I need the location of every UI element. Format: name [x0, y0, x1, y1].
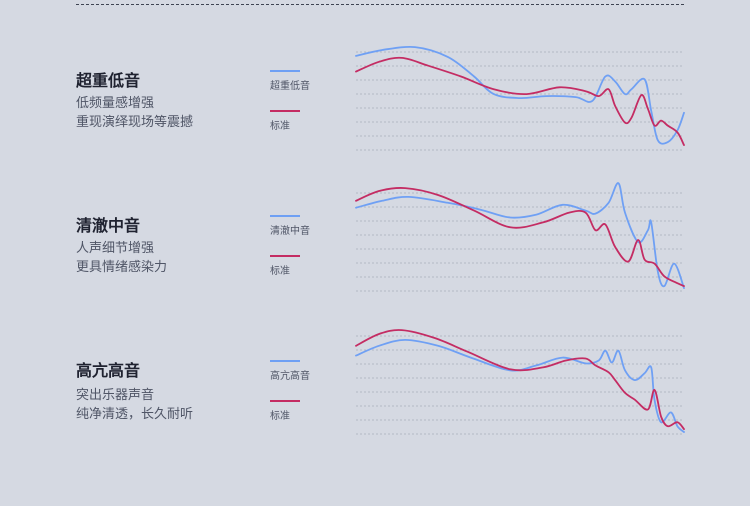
frequency-response-chart — [355, 182, 685, 292]
section-bass: 超重低音 低频量感增强 重现演绎现场等震撼 超重低音 标准 — [0, 40, 750, 180]
section-desc-line-2: 更具情绪感染力 — [76, 260, 168, 275]
section-title: 清澈中音 — [76, 216, 141, 235]
legend-standard-label: 标准 — [270, 411, 290, 422]
legend-standard: 标准 — [270, 400, 350, 422]
legend-standard: 标准 — [270, 110, 350, 132]
legend-enhanced-label: 超重低音 — [270, 81, 310, 92]
standard-curve — [355, 56, 685, 146]
section-desc-line-2: 重现演绎现场等震撼 — [76, 115, 194, 130]
legend-standard-label: 标准 — [270, 121, 290, 132]
frequency-response-chart — [355, 329, 685, 435]
legend-enhanced: 超重低音 — [270, 70, 350, 92]
section-desc-line-1: 低频量感增强 — [76, 96, 155, 111]
legend-enhanced-swatch — [270, 70, 300, 72]
legend-standard-swatch — [270, 400, 300, 402]
legend-enhanced-label: 清澈中音 — [270, 226, 310, 237]
legend-enhanced-label: 高亢高音 — [270, 371, 310, 382]
section-title: 高亢高音 — [76, 361, 141, 380]
section-title: 超重低音 — [76, 71, 141, 90]
section-treble: 高亢高音 突出乐器声音 纯净清透，长久耐听 高亢高音 标准 — [0, 329, 750, 470]
legend-standard-label: 标准 — [270, 266, 290, 277]
top-dashed-divider — [76, 4, 684, 5]
legend-enhanced: 高亢高音 — [270, 360, 350, 382]
legend-enhanced: 清澈中音 — [270, 215, 350, 237]
standard-curve — [355, 187, 685, 287]
legend-standard: 标准 — [270, 255, 350, 277]
legend-standard-swatch — [270, 255, 300, 257]
enhanced-curve — [355, 45, 685, 145]
standard-curve — [355, 329, 685, 430]
legend-enhanced-swatch — [270, 215, 300, 217]
enhanced-curve — [355, 182, 685, 289]
section-desc-line-1: 人声细节增强 — [76, 241, 155, 256]
section-desc-line-2: 纯净清透，长久耐听 — [76, 407, 194, 422]
legend-enhanced-swatch — [270, 360, 300, 362]
section-mid: 清澈中音 人声细节增强 更具情绪感染力 清澈中音 标准 — [0, 182, 750, 325]
section-desc-line-1: 突出乐器声音 — [76, 388, 155, 403]
frequency-response-chart — [355, 45, 685, 151]
legend-standard-swatch — [270, 110, 300, 112]
enhanced-curve — [355, 339, 685, 433]
